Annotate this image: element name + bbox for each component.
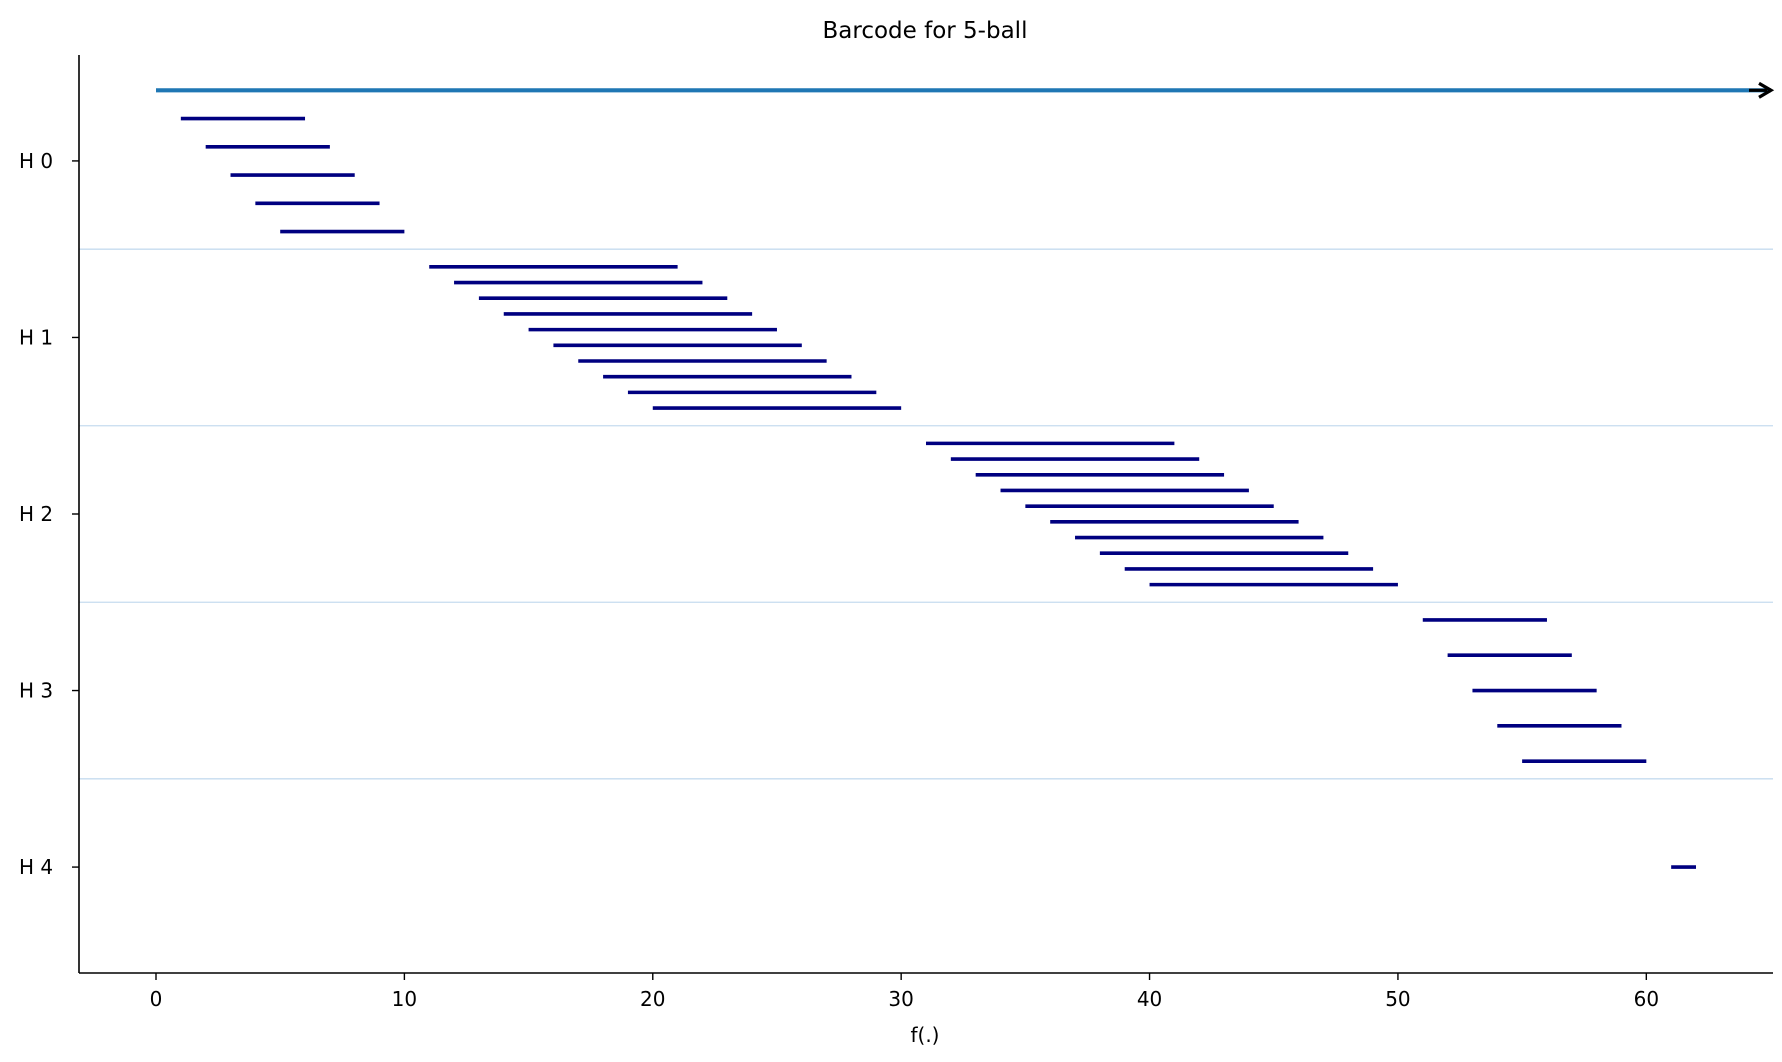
y-tick-label: H 1 — [19, 325, 53, 349]
group-separators — [79, 248, 1773, 780]
chart-title: Barcode for 5-ball — [823, 18, 1028, 44]
x-axis-ticks: 0 10 20 30 40 50 60 — [150, 973, 1659, 1011]
barcode-intervals — [156, 81, 1775, 869]
x-axis-label: f(.) — [910, 1023, 939, 1047]
x-tick-label: 20 — [640, 987, 665, 1011]
x-tick-label: 10 — [392, 987, 417, 1011]
y-tick-label: H 3 — [19, 679, 53, 703]
x-tick-label: 0 — [150, 987, 163, 1011]
x-tick-label: 30 — [888, 987, 913, 1011]
x-tick-label: 60 — [1634, 987, 1659, 1011]
x-tick-label: 40 — [1137, 987, 1162, 1011]
y-tick-label: H 4 — [19, 855, 53, 879]
y-tick-label: H 2 — [19, 502, 53, 526]
y-axis-ticks: H 0 H 1 H 2 H 3 H 4 — [19, 149, 79, 879]
x-tick-label: 50 — [1385, 987, 1410, 1011]
y-tick-label: H 0 — [19, 149, 53, 173]
infinity-arrow-icon — [1758, 81, 1775, 99]
